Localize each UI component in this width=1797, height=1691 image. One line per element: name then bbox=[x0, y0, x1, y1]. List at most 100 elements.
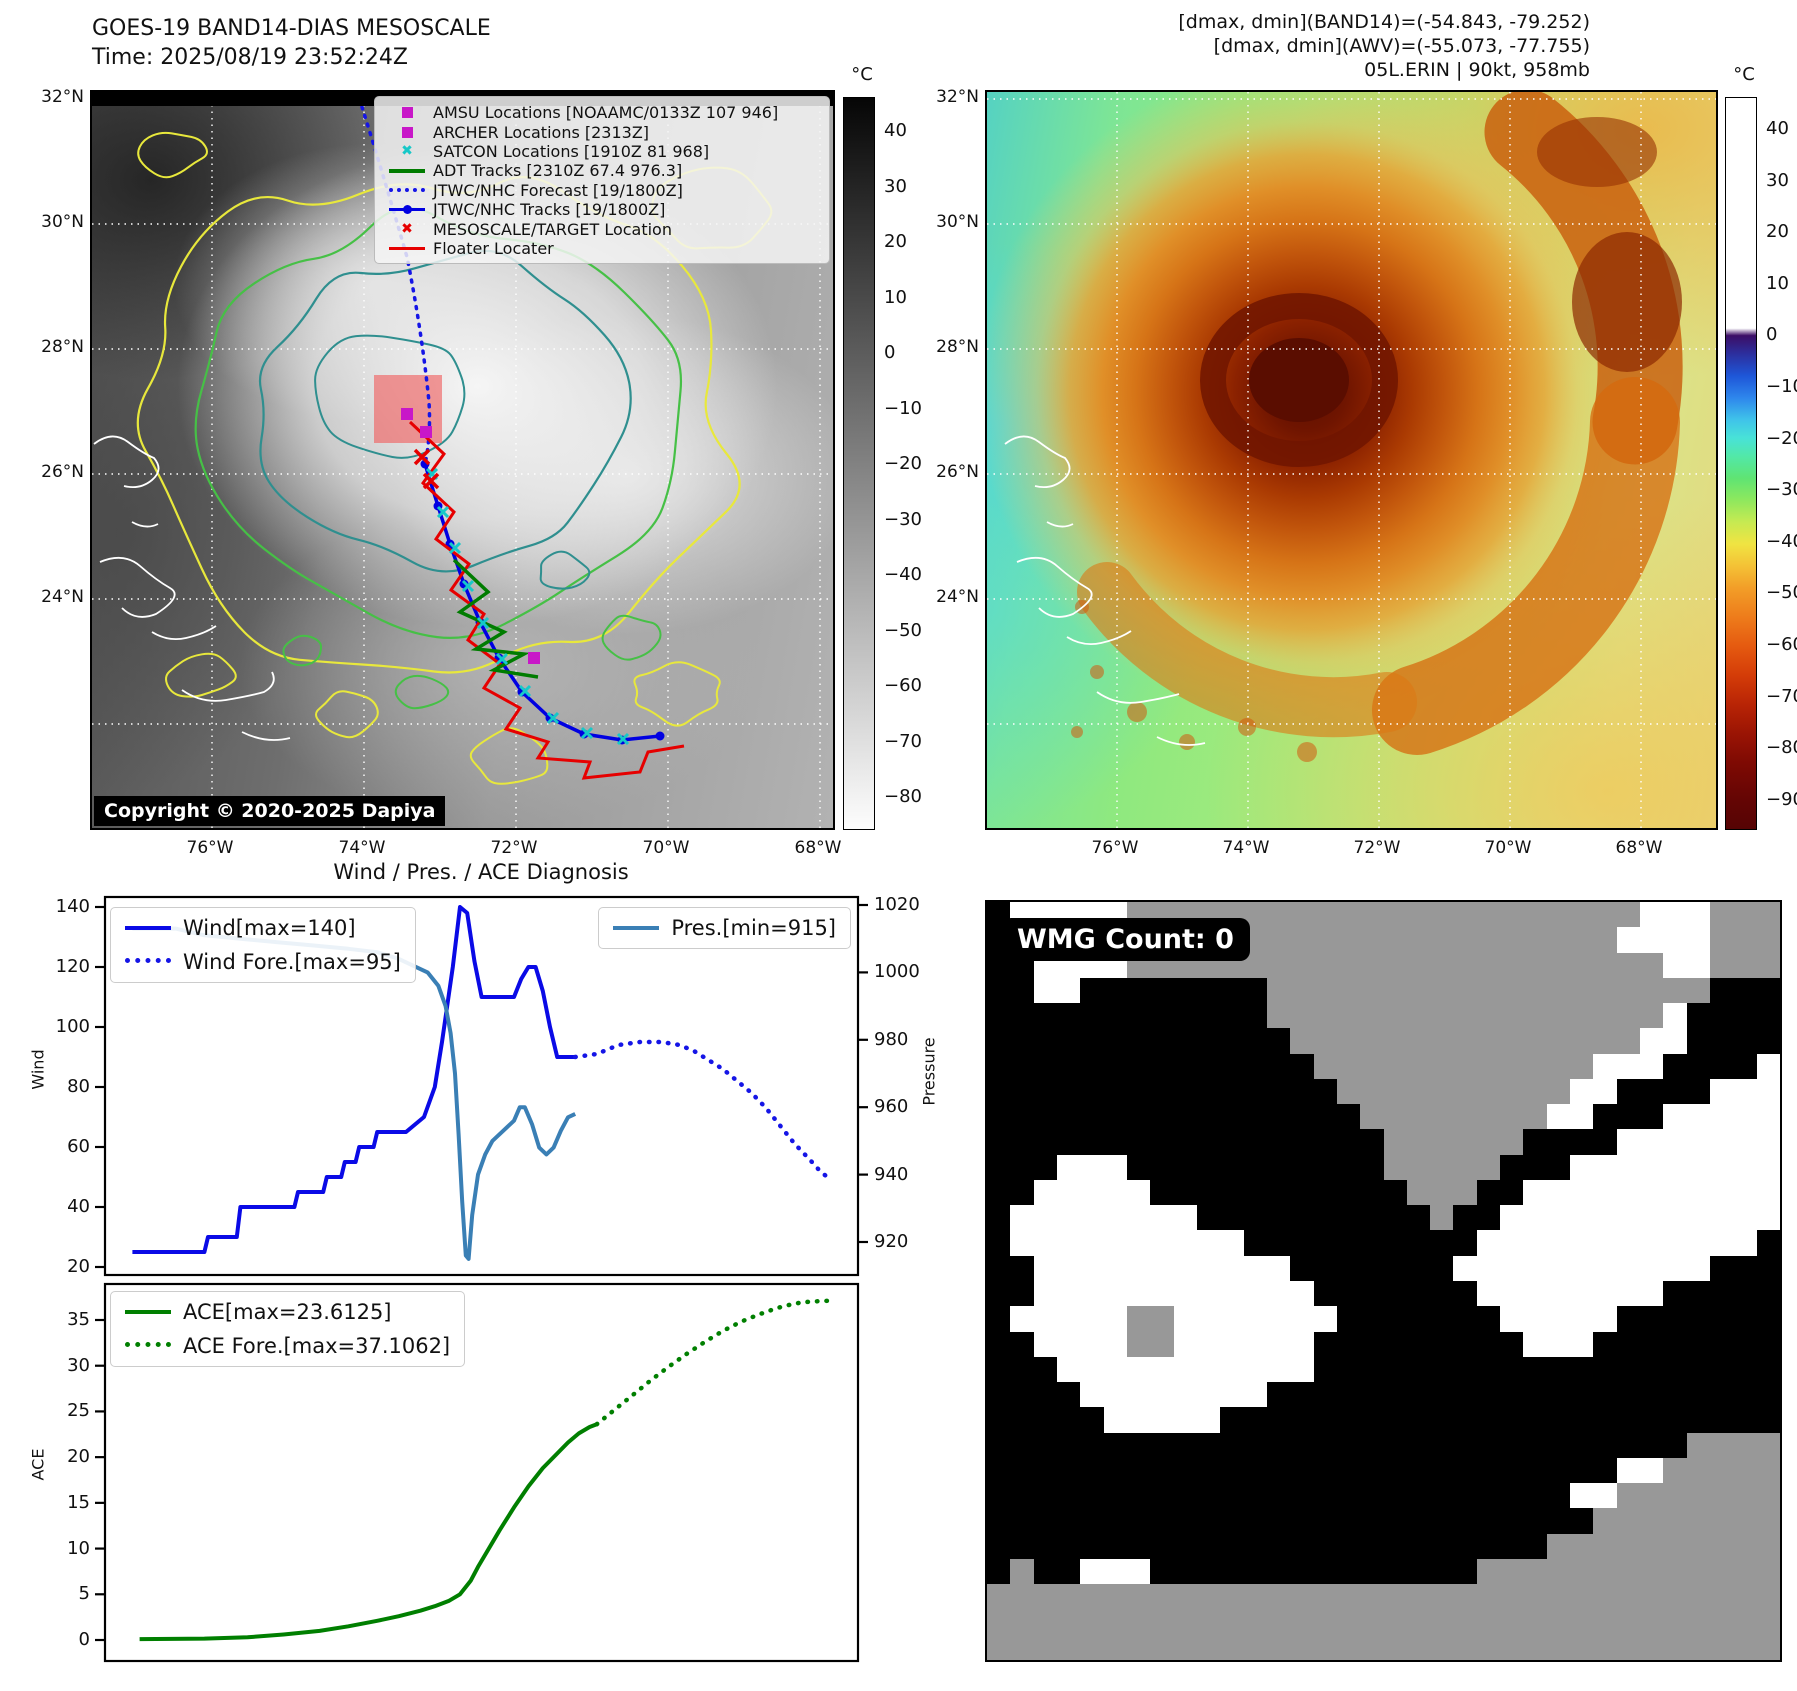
wmg-cell bbox=[1430, 1003, 1454, 1029]
colorbar-tick-label: −10 bbox=[884, 397, 922, 419]
wmg-cell bbox=[1336, 1053, 1361, 1079]
wmg-cell bbox=[1290, 1053, 1314, 1079]
wmg-cell bbox=[1383, 1230, 1407, 1256]
wmg-cell bbox=[1313, 1306, 1337, 1332]
wmg-cell bbox=[1056, 1508, 1081, 1534]
wmg-cell bbox=[1150, 1558, 1174, 1585]
colorbar-tick-label: −80 bbox=[884, 786, 922, 807]
wmg-cell bbox=[1476, 1104, 1501, 1130]
wmg-cell bbox=[1616, 1028, 1641, 1054]
wmg-cell bbox=[1056, 1356, 1081, 1383]
wmg-cell bbox=[1593, 1609, 1617, 1635]
wmg-cell bbox=[1453, 1205, 1477, 1231]
wmg-cell bbox=[1150, 1028, 1174, 1054]
wmg-cell bbox=[1710, 1356, 1734, 1383]
wmg-cell bbox=[1313, 1331, 1337, 1357]
wmg-cell bbox=[1570, 1533, 1594, 1559]
satcon-x-marker bbox=[461, 579, 475, 593]
wmg-cell bbox=[1616, 1356, 1641, 1383]
wmg-cell bbox=[1243, 1508, 1267, 1534]
wmg-cell bbox=[1686, 1205, 1711, 1231]
wmg-cell bbox=[1663, 1154, 1687, 1180]
wmg-cell bbox=[1220, 1280, 1244, 1307]
wmg-cell bbox=[1243, 1078, 1267, 1105]
wmg-cell bbox=[1290, 977, 1314, 1004]
wmg-cell bbox=[1103, 977, 1127, 1004]
wmg-cell bbox=[987, 1205, 1011, 1231]
colorbar-tick-label: −20 bbox=[884, 453, 922, 474]
wmg-cell bbox=[1383, 902, 1407, 928]
wmg-cell bbox=[1103, 1609, 1127, 1635]
wmg-cell bbox=[1616, 1634, 1641, 1660]
wmg-cell bbox=[1010, 1382, 1034, 1408]
wmg-cell bbox=[1710, 1584, 1734, 1610]
wmg-cell bbox=[1360, 1028, 1384, 1054]
wmg-cell bbox=[1640, 1129, 1664, 1155]
wmg-cell bbox=[1336, 1280, 1361, 1307]
wmg-cell bbox=[1640, 1028, 1664, 1054]
wmg-cell bbox=[1430, 1179, 1454, 1206]
wmg-cell bbox=[1360, 1078, 1384, 1105]
wmg-cell bbox=[1453, 977, 1477, 1004]
wmg-cell bbox=[1056, 1331, 1081, 1357]
wmg-cell bbox=[1406, 1280, 1431, 1307]
wmg-cell bbox=[1500, 1508, 1524, 1534]
main-title: GOES-19 BAND14-DIAS MESOSCALE Time: 2025… bbox=[92, 14, 491, 72]
wmg-cell bbox=[987, 1634, 1011, 1660]
wmg-cell bbox=[1430, 1483, 1454, 1509]
wmg-cell bbox=[1010, 1028, 1034, 1054]
wmg-cell bbox=[1546, 1255, 1571, 1281]
x-icon: ✖ bbox=[401, 143, 413, 160]
wmg-cell bbox=[1640, 1255, 1664, 1281]
wmg-cell bbox=[1523, 902, 1547, 928]
wmg-cell bbox=[1080, 977, 1104, 1004]
wmg-cell bbox=[1360, 1508, 1384, 1534]
wmg-cell bbox=[1220, 977, 1244, 1004]
wmg-cell bbox=[1453, 1356, 1477, 1383]
wmg-cell bbox=[1476, 1003, 1501, 1029]
wmg-cell bbox=[1710, 1003, 1734, 1029]
wmg-cell bbox=[1523, 1533, 1547, 1559]
wmg-cell bbox=[1173, 1382, 1197, 1408]
lon-label: 74°W bbox=[338, 838, 386, 858]
wmg-cell bbox=[1150, 1483, 1174, 1509]
wmg-cell bbox=[1266, 1558, 1291, 1585]
wmg-cell bbox=[1546, 977, 1571, 1004]
wmg-cell bbox=[1523, 1634, 1547, 1660]
wmg-cell bbox=[1313, 1457, 1337, 1484]
wind-tick-label: 60 bbox=[67, 1136, 90, 1157]
wmg-cell bbox=[987, 1255, 1011, 1281]
wmg-cell bbox=[1126, 1508, 1151, 1534]
wmg-cell bbox=[987, 1003, 1011, 1029]
chart-title: Wind / Pres. / ACE Diagnosis bbox=[333, 860, 629, 884]
colorbar-tick-label: −30 bbox=[884, 508, 922, 530]
wmg-cell bbox=[1500, 1558, 1524, 1585]
wmg-cell bbox=[1220, 1053, 1244, 1079]
wmg-cell bbox=[1196, 1356, 1221, 1383]
wmg-cell bbox=[1173, 1053, 1197, 1079]
wmg-cell bbox=[1756, 1382, 1780, 1408]
wmg-mask-grid bbox=[987, 902, 1780, 1660]
wmg-cell bbox=[1313, 1634, 1337, 1660]
wmg-cell bbox=[1266, 1078, 1291, 1105]
wmg-cell bbox=[1150, 1053, 1174, 1079]
wmg-cell bbox=[1733, 1280, 1757, 1307]
wmg-cell bbox=[1336, 1179, 1361, 1206]
wmg-cell bbox=[1103, 1533, 1127, 1559]
wmg-cell bbox=[1476, 1483, 1501, 1509]
wmg-cell bbox=[1173, 1609, 1197, 1635]
wmg-cell bbox=[1080, 1154, 1104, 1180]
ace-tick-label: 10 bbox=[67, 1537, 90, 1559]
wmg-cell bbox=[1640, 1382, 1664, 1408]
wmg-cell bbox=[1196, 1508, 1221, 1534]
wmg-cell bbox=[1010, 1205, 1034, 1231]
wind-tick-label: 100 bbox=[55, 1016, 90, 1037]
wmg-cell bbox=[1733, 1255, 1757, 1281]
wmg-cell bbox=[1010, 1306, 1034, 1332]
wmg-cell bbox=[1406, 1634, 1431, 1660]
wmg-cell bbox=[1686, 1306, 1711, 1332]
wmg-cell bbox=[1033, 1053, 1057, 1079]
wmg-cell bbox=[1500, 1382, 1524, 1408]
wmg-cell bbox=[1523, 1230, 1547, 1256]
temperature-contour bbox=[282, 634, 323, 667]
